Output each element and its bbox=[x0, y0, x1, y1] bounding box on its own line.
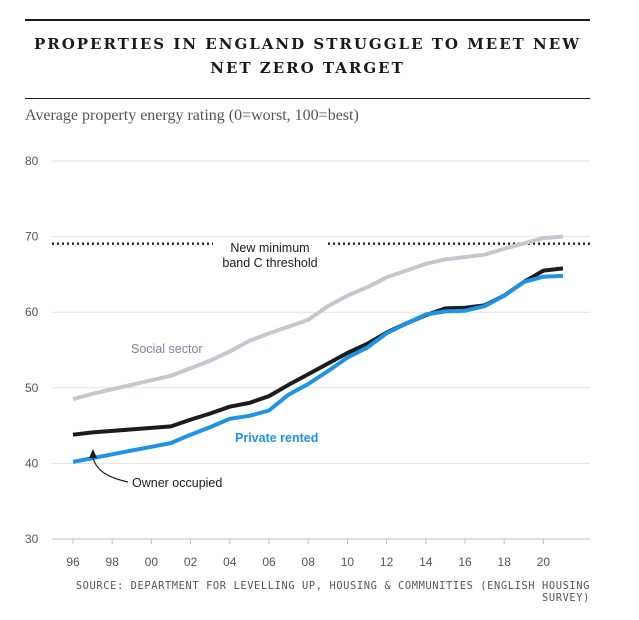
y-axis-ticks: 30 40 50 60 70 80 bbox=[25, 154, 39, 546]
series-label-social-sector: Social sector bbox=[131, 342, 203, 356]
x-tick-label: 96 bbox=[66, 555, 80, 569]
series-annotations: Social sector Private rented Owner occupie… bbox=[89, 342, 318, 490]
series-label-private-rented: Private rented bbox=[235, 431, 318, 445]
series-lines bbox=[72, 234, 564, 464]
x-tick-label: 08 bbox=[302, 555, 316, 569]
x-tick-label: 02 bbox=[184, 555, 198, 569]
x-tick-label: 10 bbox=[341, 555, 355, 569]
x-tick-label: 20 bbox=[537, 555, 551, 569]
y-tick-label: 30 bbox=[25, 532, 39, 546]
series-line-social-sector bbox=[72, 234, 564, 402]
title-rule bbox=[25, 98, 590, 99]
y-tick-label: 50 bbox=[25, 381, 39, 395]
top-rule bbox=[25, 19, 590, 21]
series-line-private-rented bbox=[72, 273, 564, 464]
y-tick-label: 40 bbox=[25, 456, 39, 470]
x-tick-label: 18 bbox=[498, 555, 512, 569]
x-tick-label: 98 bbox=[106, 555, 120, 569]
threshold-label-line2: band C threshold bbox=[222, 256, 317, 270]
owner-occupied-arrow bbox=[92, 457, 129, 483]
chart-subtitle: Average property energy rating (0=worst,… bbox=[25, 107, 359, 124]
y-tick-label: 70 bbox=[25, 230, 39, 244]
x-tick-label: 12 bbox=[380, 555, 394, 569]
x-tick-label: 00 bbox=[145, 555, 159, 569]
x-axis-ticks: 96 98 00 02 04 06 08 10 12 14 16 18 20 bbox=[66, 539, 550, 569]
x-tick-label: 06 bbox=[262, 555, 276, 569]
x-tick-label: 16 bbox=[458, 555, 472, 569]
x-tick-label: 04 bbox=[223, 555, 237, 569]
series-label-owner-occupied: Owner occupied bbox=[132, 476, 222, 490]
threshold-label-line1: New minimum bbox=[230, 241, 309, 255]
arrow-head-icon bbox=[89, 449, 97, 458]
source-note: SOURCE: DEPARTMENT FOR LEVELLING UP, HOU… bbox=[75, 580, 590, 604]
x-tick-label: 14 bbox=[419, 555, 433, 569]
y-tick-label: 80 bbox=[25, 154, 39, 168]
chart-title: PROPERTIES IN ENGLAND STRUGGLE TO MEET N… bbox=[33, 35, 582, 77]
y-tick-label: 60 bbox=[25, 305, 39, 319]
